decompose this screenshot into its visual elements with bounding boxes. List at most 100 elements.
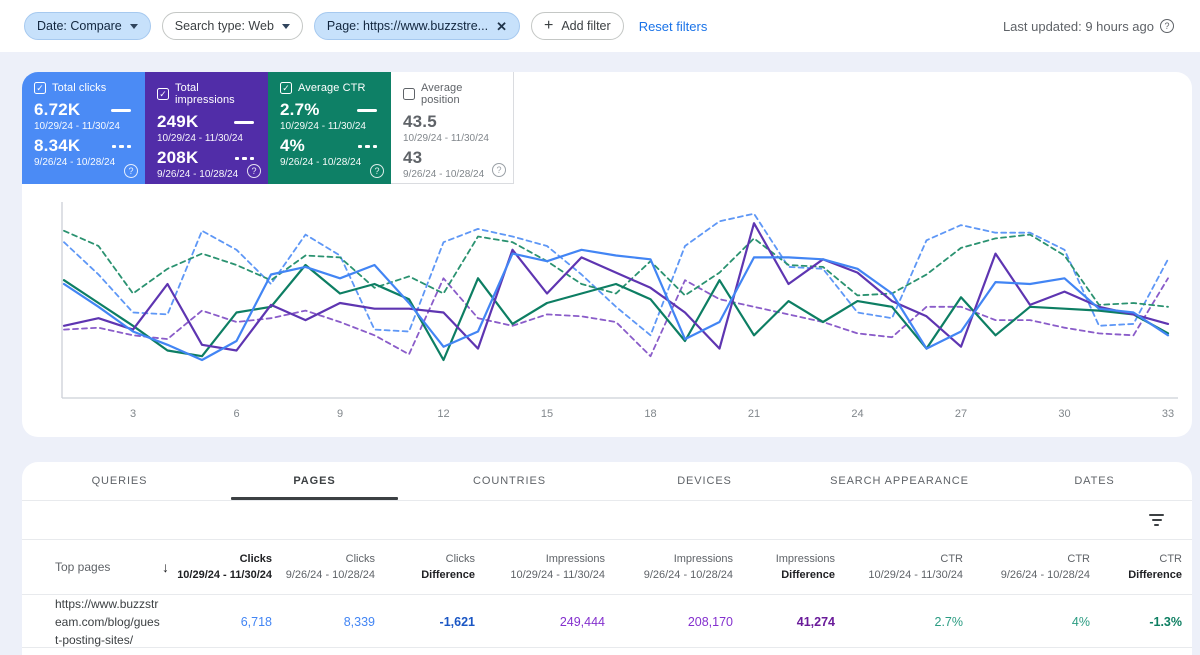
performance-panel: ✓ Total clicks 6.72K 10/29/24 - 11/30/24…	[22, 72, 1192, 437]
help-icon[interactable]: ?	[247, 164, 261, 178]
card-value-previous: 4%	[280, 136, 305, 155]
x-axis-tick-label: 12	[437, 408, 449, 420]
card-value-current: 2.7%	[280, 100, 320, 119]
column-header-ctr-difference[interactable]: CTR Difference	[1128, 552, 1182, 582]
cell-ctr-previous: 4%	[1071, 615, 1090, 629]
average-ctr-card[interactable]: ✓ Average CTR 2.7% 10/29/24 - 11/30/24 4…	[268, 72, 391, 184]
chart-line-clicks-previous	[63, 212, 1169, 337]
search-type-filter-chip[interactable]: Search type: Web	[161, 12, 303, 40]
card-label: Average position	[421, 82, 463, 106]
last-updated: Last updated: 9 hours ago ?	[1003, 19, 1174, 34]
page-url-link[interactable]: https://www.buzzstream.com/blog/guest-po…	[55, 597, 160, 647]
card-value-current: 6.72K	[34, 100, 81, 119]
cell-ctr-difference: -1.3%	[1149, 615, 1182, 629]
divider	[22, 500, 1192, 501]
filter-bar: Date: Compare Search type: Web Page: htt…	[0, 0, 1200, 52]
card-range-current: 10/29/24 - 11/30/24	[280, 121, 366, 132]
cell-clicks-previous: 8,339	[343, 615, 375, 629]
x-axis-tick-label: 24	[851, 408, 863, 420]
total-impressions-card[interactable]: ✓ Total impressions 249K 10/29/24 - 11/3…	[145, 72, 268, 184]
card-label: Total clicks	[52, 82, 107, 94]
total-clicks-card[interactable]: ✓ Total clicks 6.72K 10/29/24 - 11/30/24…	[22, 72, 145, 184]
checkbox-checked-icon[interactable]: ✓	[157, 88, 169, 100]
card-range-current: 10/29/24 - 11/30/24	[403, 133, 489, 144]
column-header-range: 10/29/24 - 11/30/24	[177, 569, 272, 581]
help-icon[interactable]: ?	[124, 164, 138, 178]
checkbox-checked-icon[interactable]: ✓	[280, 82, 292, 94]
column-header-clicks-current[interactable]: ↓ Clicks 10/29/24 - 11/30/24	[162, 551, 272, 584]
card-label: Total impressions	[175, 82, 235, 106]
cell-impressions-difference: 41,274	[796, 615, 835, 629]
dashed-line-icon	[234, 156, 254, 160]
cell-impressions-current: 249,444	[559, 615, 605, 629]
column-header-impressions-previous[interactable]: Impressions 9/26/24 - 10/28/24	[643, 552, 733, 582]
date-filter-label: Date: Compare	[37, 19, 122, 33]
x-axis-tick-label: 21	[748, 408, 760, 420]
checkbox-unchecked-icon[interactable]	[403, 88, 415, 100]
card-range-previous: 9/26/24 - 10/28/24	[403, 169, 485, 180]
date-filter-chip[interactable]: Date: Compare	[24, 12, 151, 40]
chevron-down-icon	[281, 24, 290, 29]
card-value-previous: 208K	[157, 148, 199, 167]
table-row[interactable]: https://www.buzzstream.com/blog/guest-po…	[22, 594, 1192, 648]
chart-line-ctr-previous	[63, 229, 1169, 308]
card-range-current: 10/29/24 - 11/30/24	[157, 133, 243, 144]
tab-search-appearance[interactable]: SEARCH APPEARANCE	[830, 475, 969, 487]
x-axis-tick-label: 6	[233, 408, 239, 420]
add-filter-button[interactable]: + Add filter	[531, 12, 624, 40]
chevron-down-icon	[129, 24, 138, 29]
chart-line-ctr-current	[62, 263, 1170, 362]
filter-list-icon[interactable]	[1149, 514, 1164, 526]
last-updated-text: Last updated: 9 hours ago	[1002, 18, 1154, 34]
reset-filters-link[interactable]: Reset filters	[638, 18, 708, 34]
card-value-current: 249K	[157, 112, 199, 131]
average-position-card[interactable]: Average position 43.5 10/29/24 - 11/30/2…	[391, 72, 514, 184]
column-header-clicks-previous[interactable]: Clicks 9/26/24 - 10/28/24	[285, 552, 375, 582]
metric-cards: ✓ Total clicks 6.72K 10/29/24 - 11/30/24…	[22, 72, 514, 184]
column-header-ctr-previous[interactable]: CTR 9/26/24 - 10/28/24	[1000, 552, 1090, 582]
tab-dates[interactable]: DATES	[1074, 475, 1115, 487]
page-filter-chip[interactable]: Page: https://www.buzzstre... ✕	[313, 12, 520, 40]
card-value-current: 43.5	[403, 112, 437, 131]
column-header-impressions-difference[interactable]: Impressions Difference	[775, 552, 835, 582]
search-type-filter-label: Search type: Web	[174, 19, 274, 33]
x-axis-tick-label: 30	[1058, 408, 1070, 420]
column-header-top-pages[interactable]: Top pages	[55, 560, 111, 574]
cell-ctr-current: 2.7%	[934, 615, 964, 629]
solid-line-icon	[357, 108, 377, 112]
column-header-clicks-difference[interactable]: Clicks Difference	[421, 552, 475, 582]
help-icon[interactable]: ?	[1160, 19, 1174, 33]
chart-line-clicks-current	[62, 248, 1170, 362]
table-toolbar	[22, 501, 1192, 539]
tab-queries[interactable]: QUERIES	[91, 475, 148, 487]
card-range-current: 10/29/24 - 11/30/24	[34, 121, 120, 132]
column-header-ctr-current[interactable]: CTR 10/29/24 - 11/30/24	[868, 552, 963, 582]
tab-pages[interactable]: PAGES	[217, 462, 412, 500]
solid-line-icon	[111, 108, 131, 112]
performance-chart-svg[interactable]: 3 6 9 12 15 18 21 24 27 30 33	[58, 192, 1183, 424]
chart-line-impressions-current	[62, 222, 1170, 352]
page-filter-label: Page: https://www.buzzstre...	[326, 19, 489, 33]
table-header-row: Top pages ↓ Clicks 10/29/24 - 11/30/24 C…	[22, 540, 1192, 594]
column-header-impressions-current[interactable]: Impressions 10/29/24 - 11/30/24	[510, 552, 605, 582]
card-label: Average CTR	[298, 82, 366, 94]
solid-line-icon	[234, 120, 254, 124]
divider	[22, 539, 1192, 540]
cell-clicks-current: 6,718	[240, 615, 272, 629]
x-axis-tick-label: 18	[644, 408, 656, 420]
x-axis-tick-label: 15	[541, 408, 553, 420]
card-value-previous: 43	[403, 148, 423, 167]
performance-chart[interactable]: 3 6 9 12 15 18 21 24 27 30 33	[58, 192, 1183, 424]
card-range-previous: 9/26/24 - 10/28/24	[157, 169, 239, 180]
sort-descending-icon[interactable]: ↓	[162, 558, 169, 575]
tab-countries[interactable]: COUNTRIES	[473, 475, 546, 487]
checkbox-checked-icon[interactable]: ✓	[34, 82, 46, 94]
dashed-line-icon	[357, 144, 377, 148]
column-header-metric: Clicks	[239, 552, 272, 565]
close-icon[interactable]: ✕	[496, 18, 507, 34]
tab-devices[interactable]: DEVICES	[677, 475, 732, 487]
help-icon[interactable]: ?	[370, 164, 384, 178]
card-value-previous: 8.34K	[34, 136, 81, 155]
plus-icon: +	[544, 16, 554, 34]
help-icon[interactable]: ?	[492, 163, 506, 177]
